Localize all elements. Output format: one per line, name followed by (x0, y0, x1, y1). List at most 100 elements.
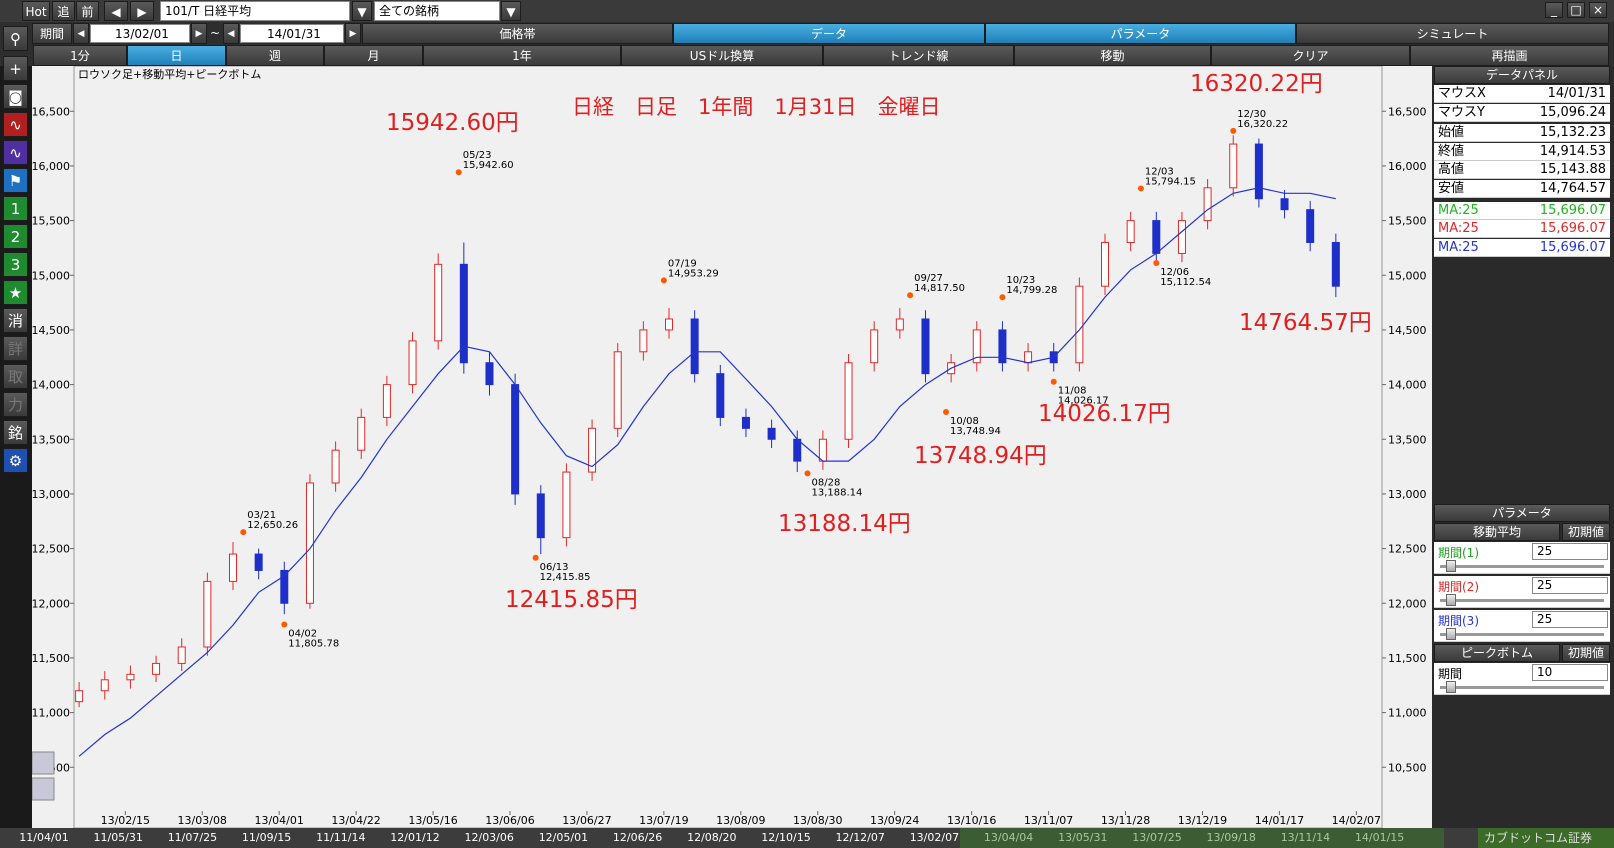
settings-icon[interactable]: ⚙ (3, 448, 28, 473)
to-prev[interactable]: ◀ (223, 23, 239, 44)
to-input[interactable]: 14/01/31 (240, 24, 344, 43)
nav-button[interactable]: 追 (52, 1, 75, 21)
chart-icon[interactable]: ∿ (3, 140, 28, 165)
chart-mode-button[interactable] (32, 751, 55, 775)
side-icon[interactable]: 2 (3, 224, 28, 249)
y-tick-label: 15,500 (32, 215, 70, 228)
candle-body (434, 263, 443, 342)
timeline-label: 12/03/06 (464, 831, 514, 844)
x-tick-label: 13/05/16 (408, 814, 457, 827)
side-icon[interactable]: ★ (3, 280, 28, 305)
y-tick-label: 13,000 (1388, 488, 1427, 501)
maximize[interactable]: □ (1567, 2, 1585, 18)
flag-icon[interactable]: ⚑ (3, 168, 28, 193)
chart-mode-button[interactable] (32, 777, 55, 801)
dropdown-arrow[interactable]: ▼ (501, 1, 521, 21)
filter-dropdown[interactable]: 全ての銘柄 (374, 1, 500, 21)
range-button[interactable]: トレンド線 (823, 45, 1014, 66)
tab[interactable]: データ (673, 23, 985, 44)
range-button[interactable]: 再描画 (1410, 45, 1609, 66)
timeline-label: 12/05/01 (538, 831, 589, 844)
hot-button[interactable]: Hot (22, 1, 50, 21)
side-icon[interactable]: 詳 (3, 336, 28, 361)
row-value: 15,696.07 (1539, 239, 1606, 255)
peak-marker (907, 292, 914, 299)
row-label: 始値 (1438, 125, 1465, 141)
range-button[interactable]: USドル換算 (621, 45, 823, 66)
row-value: 15,696.07 (1539, 202, 1606, 218)
param-input[interactable]: 10 (1532, 664, 1608, 681)
range-button[interactable]: 月 (324, 45, 423, 66)
timeline-label: 12/06/26 (612, 831, 663, 844)
search-icon[interactable]: ⚲ (3, 26, 28, 51)
from-input[interactable]: 13/02/01 (90, 24, 190, 43)
side-icon[interactable]: 消 (3, 308, 28, 333)
next-arrow[interactable]: ▶ (130, 1, 154, 21)
side-icon[interactable]: 1 (3, 196, 28, 221)
slider-track (1440, 686, 1604, 689)
candle-body (613, 351, 622, 429)
range-button[interactable]: クリア (1211, 45, 1410, 66)
nav-button[interactable]: 前 (76, 1, 99, 21)
chart-subtitle: ロウソク足+移動平均+ピークボトム (78, 67, 261, 81)
range-button[interactable]: 1年 (423, 45, 621, 66)
range-button[interactable]: 移動 (1014, 45, 1211, 66)
x-tick-label: 14/02/07 (1332, 814, 1381, 827)
range-button[interactable]: 週 (226, 45, 324, 66)
y-tick-label: 14,000 (1388, 379, 1427, 392)
tab[interactable]: 価格帯 (362, 23, 673, 44)
side-icon[interactable]: 銘 (3, 420, 28, 445)
slider-thumb[interactable] (1446, 681, 1456, 693)
reset-button[interactable]: 初期値 (1562, 523, 1610, 541)
row-value: 14/01/31 (1547, 86, 1606, 101)
param-input[interactable]: 25 (1532, 577, 1608, 594)
candle-body (75, 690, 84, 703)
candle-body (459, 263, 468, 364)
dropdown-arrow[interactable]: ▼ (352, 1, 372, 21)
range-button[interactable]: 1分 (33, 45, 127, 66)
side-icon[interactable]: 取 (3, 364, 28, 389)
candle-body (331, 449, 340, 484)
timeline-label: 13/04/04 (983, 831, 1034, 844)
slider-thumb[interactable] (1446, 594, 1456, 606)
param-input[interactable]: 25 (1532, 611, 1608, 628)
add-icon[interactable]: + (3, 56, 28, 81)
timeline (0, 828, 1614, 848)
row-label: 高値 (1438, 162, 1465, 178)
side-icon[interactable]: 3 (3, 252, 28, 277)
window-controls: _ □ × (1545, 2, 1611, 20)
candle-body (1331, 241, 1340, 287)
panel-row: MA:25 15,696.07 (1434, 238, 1610, 257)
to-next[interactable]: ▶ (345, 23, 361, 44)
symbol-input[interactable]: 101/T 日経平均 (160, 1, 350, 21)
close[interactable]: × (1589, 2, 1607, 18)
from-next[interactable]: ▶ (191, 23, 207, 44)
camera-icon[interactable]: ◙ (3, 84, 28, 109)
minimize[interactable]: _ (1545, 2, 1563, 18)
tab[interactable]: パラメータ (985, 23, 1296, 44)
x-tick-label: 14/01/17 (1255, 814, 1304, 827)
candle-body (100, 679, 109, 692)
param-input[interactable]: 25 (1532, 543, 1608, 560)
range-button[interactable]: 日 (127, 45, 226, 66)
slider-thumb[interactable] (1446, 628, 1456, 640)
row-label: MA:25 (1438, 221, 1479, 237)
side-icon[interactable]: 力 (3, 392, 28, 417)
timeline-label: 13/05/31 (1058, 831, 1108, 844)
panel-row: マウスY 15,096.24 (1434, 103, 1610, 122)
peak-value: 12,415.85 (540, 572, 591, 583)
tab[interactable]: シミュレート (1296, 23, 1609, 44)
slider-thumb[interactable] (1446, 560, 1456, 572)
chart-title: 日経 日足 1年間 1月31日 金曜日 (572, 95, 940, 119)
peak-marker (1050, 378, 1057, 385)
panel-row: 安値 14,764.57 (1434, 180, 1610, 198)
candle-body (1101, 241, 1110, 287)
panel-row: MA:25 15,696.07 (1434, 220, 1610, 239)
chart-icon[interactable]: ∿ (3, 112, 28, 137)
reset-button[interactable]: 初期値 (1562, 644, 1610, 662)
prev-arrow[interactable]: ◀ (104, 1, 128, 21)
from-prev[interactable]: ◀ (73, 23, 89, 44)
peak-date: 12/30 (1237, 109, 1266, 120)
row-label: マウスX (1438, 86, 1486, 101)
